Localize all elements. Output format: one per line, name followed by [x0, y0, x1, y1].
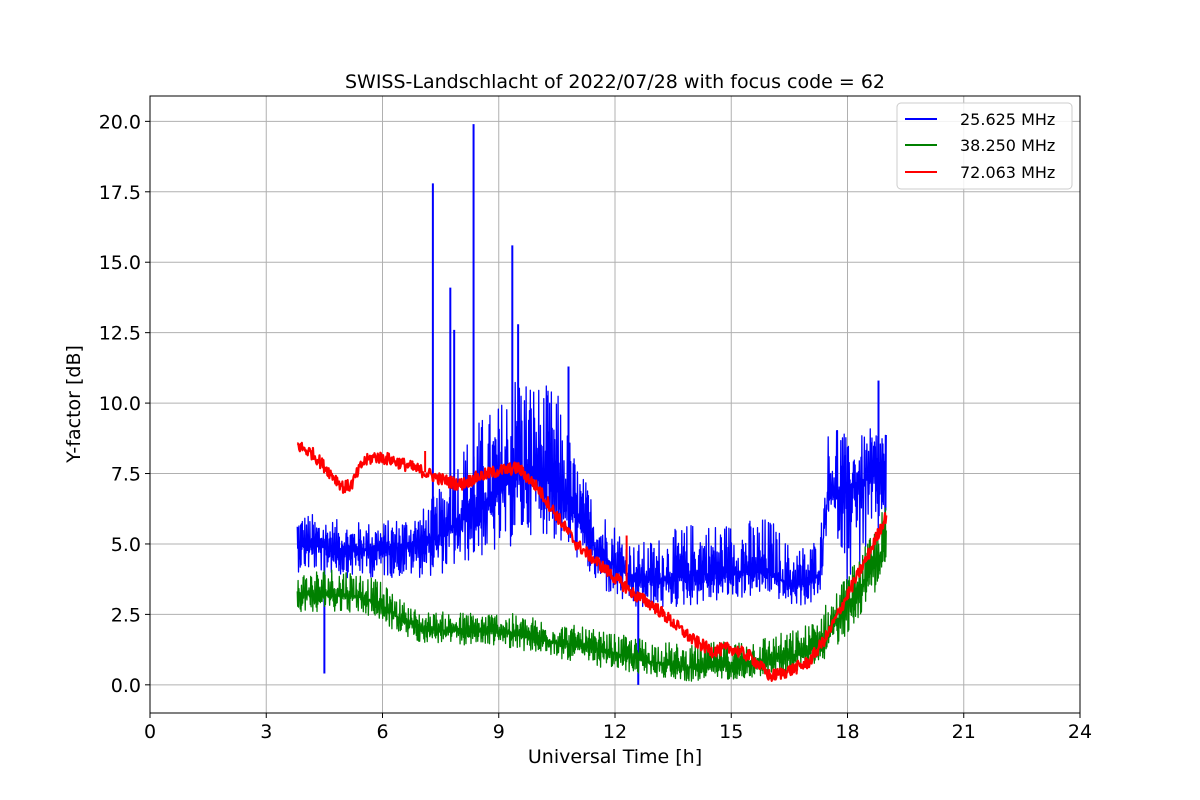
series-38mhz-line [296, 507, 887, 682]
legend: 25.625 MHz 38.250 MHz 72.063 MHz [896, 102, 1073, 190]
x-tick-label: 12 [603, 721, 627, 743]
x-axis-label: Universal Time [h] [528, 746, 702, 768]
x-tick-label: 0 [144, 721, 156, 743]
legend-label-38mhz: 38.250 MHz [960, 136, 1055, 155]
series-72mhz [296, 441, 888, 682]
legend-label-72mhz: 72.063 MHz [960, 163, 1055, 182]
y-tick-label: 10.0 [99, 393, 141, 415]
series-layer [296, 124, 888, 685]
y-tick-label: 12.5 [99, 323, 141, 345]
y-tick-label: 0.0 [111, 675, 141, 697]
legend-box [896, 102, 1073, 190]
y-axis-label: Y-factor [dB] [63, 345, 85, 464]
y-tick-label: 5.0 [111, 534, 141, 556]
x-tick-label: 9 [493, 721, 505, 743]
chart-title: SWISS-Landschlacht of 2022/07/28 with fo… [345, 71, 885, 93]
y-tick-label: 2.5 [111, 604, 141, 626]
x-axis-ticks: 0 3 6 9 12 15 18 21 24 [144, 713, 1092, 743]
x-tick-label: 18 [835, 721, 859, 743]
series-72mhz-line [296, 441, 888, 682]
y-tick-label: 15.0 [99, 252, 141, 274]
x-tick-label: 15 [719, 721, 743, 743]
legend-label-25mhz: 25.625 MHz [960, 110, 1055, 129]
x-tick-label: 3 [260, 721, 272, 743]
y-axis-ticks: 0.0 2.5 5.0 7.5 10.0 12.5 15.0 17.5 20.0 [99, 111, 150, 697]
x-tick-label: 21 [952, 721, 976, 743]
series-38mhz [296, 507, 887, 682]
series-25mhz-line [296, 381, 887, 611]
y-tick-label: 17.5 [99, 182, 141, 204]
x-tick-label: 24 [1068, 721, 1092, 743]
x-tick-label: 6 [376, 721, 388, 743]
y-tick-label: 7.5 [111, 464, 141, 486]
y-tick-label: 20.0 [99, 111, 141, 133]
